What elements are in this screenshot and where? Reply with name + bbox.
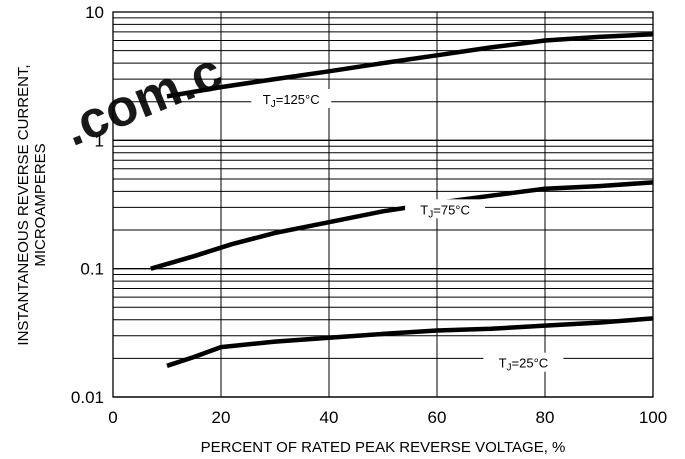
series-label-bg	[405, 199, 486, 219]
series-line-2	[166, 316, 654, 368]
y-axis-ticks: 0.01 0.1 1 10	[71, 3, 104, 407]
series-label-bg	[251, 88, 332, 108]
series-label-2: TJ=25°C	[483, 352, 564, 374]
series-label-1: TJ=75°C	[405, 199, 486, 220]
x-tick-label: 0	[108, 408, 117, 427]
y-tick-label: 0.01	[71, 388, 104, 407]
series-label-text: TJ=75°C	[420, 202, 470, 220]
x-axis-ticks: 0 20 40 60 80 100	[108, 408, 667, 427]
y-axis-title-line-1: INSTANTANEOUS REVERSE CURRENT,	[15, 64, 32, 345]
x-axis-title: PERCENT OF RATED PEAK REVERSE VOLTAGE, %	[201, 439, 566, 456]
x-tick-label: 80	[536, 408, 555, 427]
series-line-1	[150, 180, 654, 271]
series-line-0	[166, 32, 654, 99]
x-tick-label: 40	[320, 408, 339, 427]
grid	[112, 12, 654, 398]
x-tick-label: 100	[639, 408, 667, 427]
plot-frame	[112, 11, 654, 398]
y-tick-label: 0.1	[80, 260, 104, 279]
series-label-text: TJ=25°C	[499, 356, 549, 374]
series-label-text: TJ=125°C	[263, 92, 320, 110]
y-tick-label: 1	[95, 131, 104, 150]
y-axis-title: INSTANTANEOUS REVERSE CURRENT, MICROAMPE…	[15, 64, 49, 345]
series-labels: TJ=125°C TJ=75°C TJ=25°C	[251, 88, 564, 374]
x-tick-label: 20	[212, 408, 231, 427]
x-tick-label: 60	[428, 408, 447, 427]
y-axis-title-line-2: MICROAMPERES	[32, 143, 49, 266]
y-tick-label: 10	[85, 3, 104, 22]
series-lines	[150, 32, 654, 368]
series-label-0: TJ=125°C	[251, 88, 332, 110]
series-label-bg	[483, 352, 564, 372]
